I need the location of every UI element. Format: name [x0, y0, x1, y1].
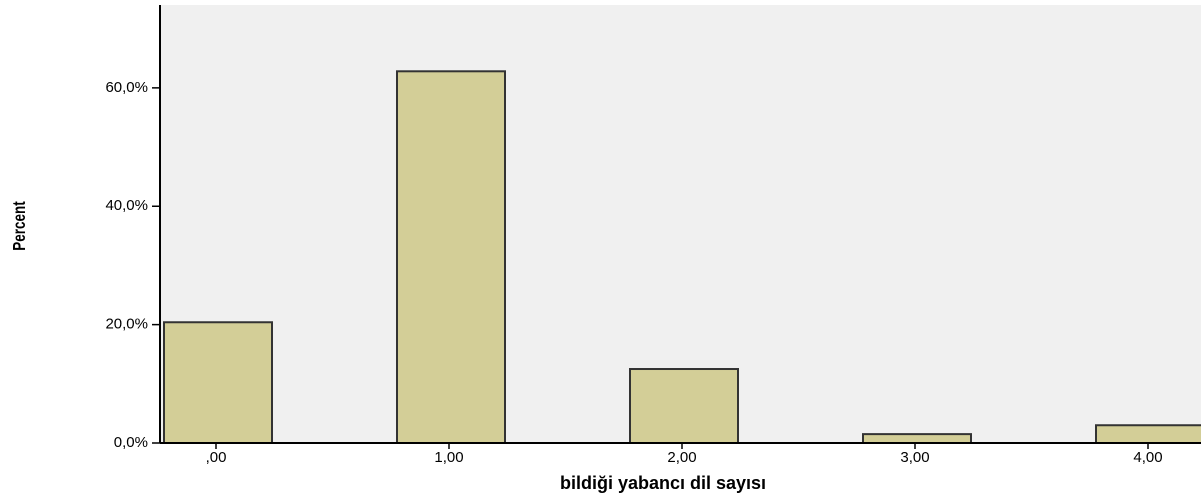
- y-tick-label: 0,0%: [114, 434, 148, 451]
- y-axis-title: Percent: [10, 201, 29, 251]
- bar: [396, 70, 506, 444]
- y-tick-label: 20,0%: [105, 316, 148, 333]
- bar: [629, 368, 739, 445]
- x-axis-title: bildiği yabancı dil sayısı: [560, 473, 766, 493]
- y-tick-label: 40,0%: [105, 197, 148, 214]
- x-tick-label: 2,00: [667, 449, 696, 466]
- bar: [1095, 424, 1201, 445]
- x-tick-label: 3,00: [900, 449, 929, 466]
- x-tick-label: ,00: [206, 449, 227, 466]
- x-tick-label: 1,00: [434, 449, 463, 466]
- bar: [862, 433, 972, 444]
- x-tick-label: 4,00: [1133, 449, 1162, 466]
- y-tick-label: 60,0%: [105, 79, 148, 96]
- bar: [163, 321, 273, 445]
